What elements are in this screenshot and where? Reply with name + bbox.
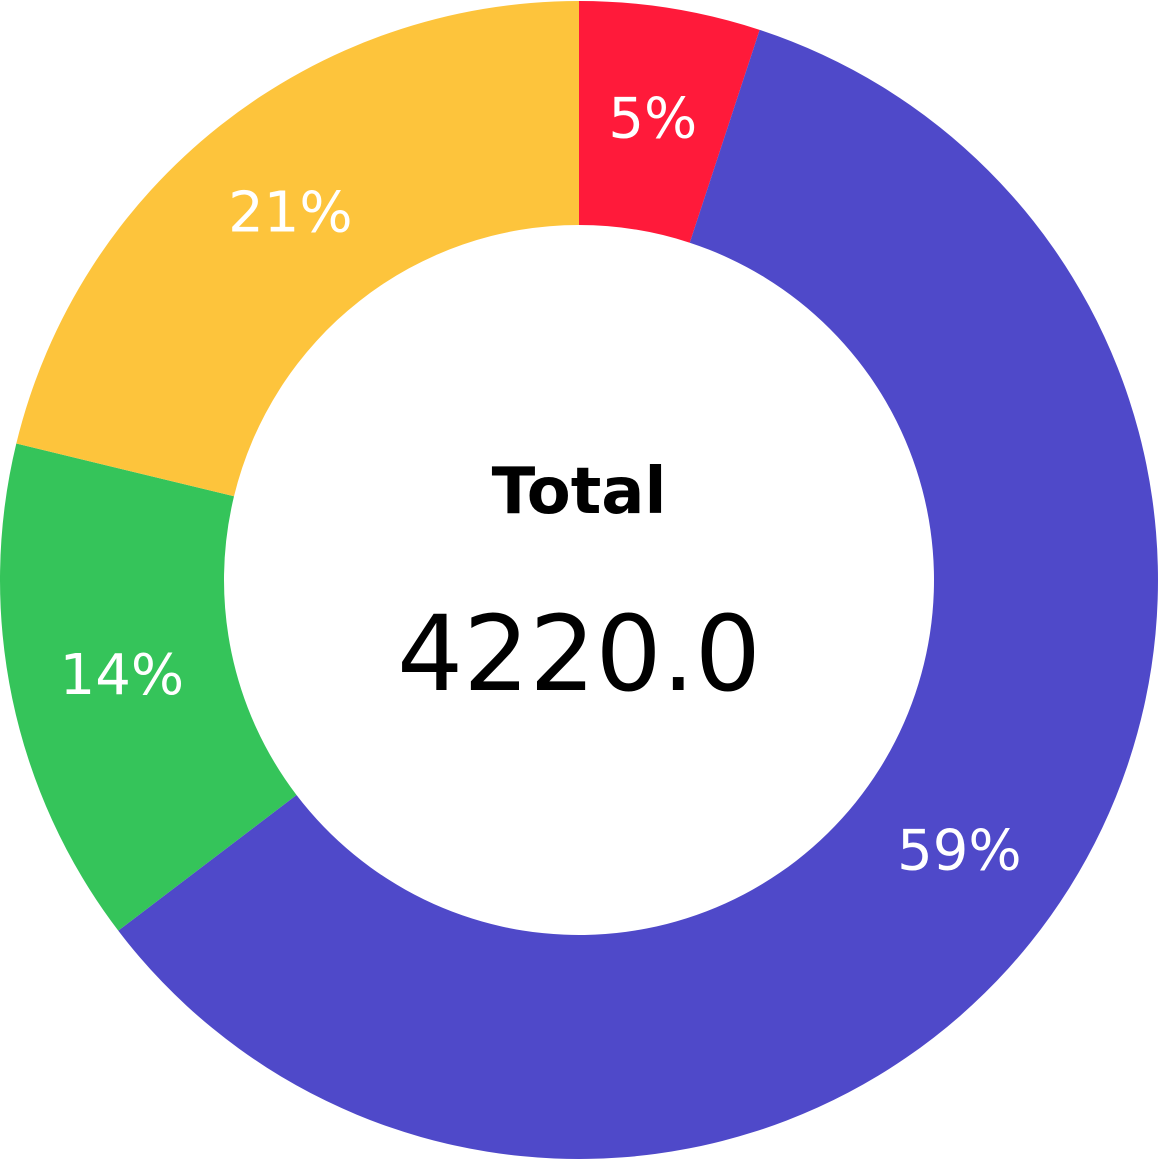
slice-label-2: 14% [60, 643, 184, 708]
slice-label-0: 5% [608, 86, 697, 151]
center-title: Total [492, 455, 667, 529]
slice-2 [0, 443, 297, 931]
slice-label-3: 21% [228, 180, 352, 245]
slice-1 [118, 29, 1159, 1160]
slice-0 [579, 1, 760, 243]
slice-3 [16, 1, 579, 497]
slice-labels: 5% 59% 14% 21% [60, 86, 1022, 883]
center-value: 4220.0 [397, 593, 761, 715]
slice-label-1: 59% [897, 818, 1021, 883]
